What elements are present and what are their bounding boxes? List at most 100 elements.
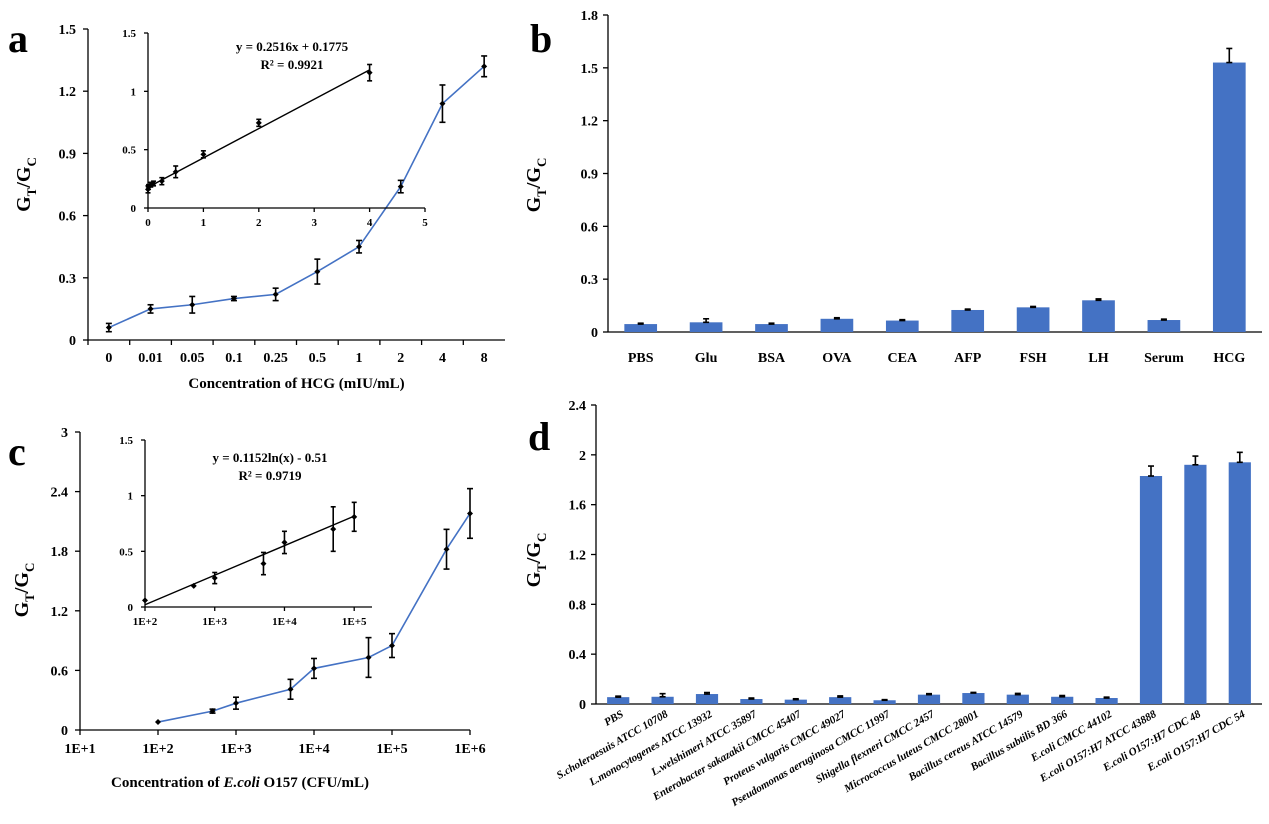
c-inset-xtick-label: 1E+4 — [272, 616, 297, 628]
c-xtick-label: 1E+5 — [376, 742, 407, 757]
a-ytick-label: 0.6 — [59, 210, 77, 225]
a-ytick-label: 0.9 — [59, 147, 77, 162]
a-inset-equation: y = 0.2516x + 0.1775 — [236, 39, 349, 54]
b-xtick-label: Glu — [695, 351, 718, 366]
b-bar — [951, 309, 985, 332]
d-y-title-part-1: T — [534, 563, 549, 572]
c-inset-fit-line — [144, 515, 355, 606]
a-xtick-label: 0.5 — [309, 351, 327, 366]
b-xtick-label: LH — [1088, 351, 1108, 366]
d-bar — [962, 693, 985, 704]
c-point — [365, 654, 372, 661]
a-point — [147, 305, 154, 312]
a-y-title-part-3: C — [24, 157, 39, 166]
c-inset-point — [330, 526, 337, 533]
d-bar — [740, 699, 763, 704]
d-error-bar — [748, 697, 755, 700]
b-bar — [820, 318, 854, 332]
a-xtick-label: 0.01 — [138, 351, 163, 366]
a-inset-point — [158, 178, 165, 185]
a-inset-xtick-label: 2 — [256, 217, 262, 229]
a-xtick-label: 0.1 — [225, 351, 243, 366]
b-error-bar — [899, 318, 906, 322]
d-bar — [695, 694, 719, 704]
b-error-bar — [964, 308, 971, 311]
d-ytick-label: 0 — [579, 698, 586, 713]
b-error-bar — [1030, 305, 1037, 309]
b-bar — [1016, 307, 1050, 332]
b-y-title-part-2: /G — [523, 167, 545, 190]
c-y-title: GT/GC — [11, 563, 37, 618]
d-y-title: GT/GC — [523, 533, 549, 588]
c-inset-point — [351, 513, 358, 520]
d-bar — [1228, 462, 1251, 704]
b-ytick-label: 0.9 — [581, 168, 599, 183]
d-error-bar — [1059, 694, 1066, 698]
b-xtick-label: BSA — [758, 351, 786, 366]
b-error-bar — [637, 322, 644, 325]
c-point — [467, 510, 473, 517]
b-bar — [1082, 300, 1115, 332]
d-error-bar — [837, 695, 844, 698]
a-point — [272, 291, 279, 298]
b-ytick-label: 1.2 — [581, 115, 599, 130]
d-bar — [829, 697, 852, 704]
c-inset-ytick-label: 1.5 — [119, 435, 133, 447]
a-y-title-part-2: /G — [13, 166, 35, 189]
b-error-bar — [833, 316, 840, 320]
d-error-bar — [1236, 451, 1243, 464]
a-inset-ytick-label: 0.5 — [122, 145, 136, 157]
c-inset-equation: y = 0.1152ln(x) - 0.51 — [212, 450, 327, 465]
c-y-title-part-1: T — [22, 593, 37, 602]
c-x-title-part-0: Concentration of — [111, 775, 224, 791]
chart-c: 0 0.6 1.2 1.8 2.4 3 1E+1 1E+2 1E+3 1E+4 1E+5 1E+6 Co… — [11, 426, 486, 791]
c-inset-xtick-label: 1E+5 — [342, 616, 367, 628]
a-xtick-label: 2 — [397, 351, 404, 366]
d-error-bar — [881, 698, 888, 702]
c-ytick-label: 0.6 — [51, 664, 69, 679]
c-point — [233, 700, 239, 707]
c-ytick-label: 0 — [61, 724, 68, 739]
d-xtick-label: PBS — [602, 708, 625, 728]
a-inset-r2: R² = 0.9921 — [261, 57, 324, 72]
b-error-bar — [1160, 318, 1167, 321]
b-y-title-part-1: T — [534, 188, 549, 197]
c-x-title-part-2: O157 (CFU/mL) — [260, 775, 369, 791]
a-y-title: GT/GC — [13, 157, 39, 212]
d-error-bar — [1014, 692, 1021, 696]
a-xtick-label: 0.05 — [180, 351, 205, 366]
b-error-bar — [1095, 298, 1102, 302]
a-inset-fit-line — [147, 69, 370, 188]
a-x-title: Concentration of HCG (mIU/mL) — [188, 376, 404, 392]
a-point — [314, 268, 321, 275]
b-bar — [1212, 62, 1246, 333]
c-point — [209, 708, 216, 715]
b-bar — [755, 324, 788, 332]
b-bar — [885, 320, 919, 332]
b-xtick-label: HCG — [1213, 351, 1245, 366]
d-ytick-label: 0.8 — [569, 598, 587, 613]
d-bar — [1139, 476, 1163, 704]
d-bar — [607, 697, 630, 704]
a-inset-xtick-label: 5 — [422, 217, 428, 229]
d-ytick-label: 1.6 — [569, 499, 587, 514]
a-point — [230, 295, 237, 302]
c-point — [443, 546, 450, 553]
c-inset-xtick-label: 1E+3 — [202, 616, 227, 628]
d-xtick-label-rest: O157:H7 CDC 54 — [1169, 708, 1248, 761]
a-inset-point — [255, 119, 262, 126]
d-bar — [917, 694, 941, 704]
a-inset-ytick-label: 0 — [131, 203, 137, 215]
c-inset-xtick-label: 1E+2 — [133, 616, 158, 628]
a-inset-ytick-label: 1 — [131, 86, 137, 98]
c-point — [311, 665, 317, 672]
c-x-title-part-1: E.coli — [223, 775, 261, 791]
d-error-bar — [1148, 465, 1154, 477]
a-xtick-label: 0.25 — [263, 351, 288, 366]
b-error-bar — [768, 322, 775, 325]
chart-b: 0 0.3 0.6 0.9 1.2 1.5 1.8 PBS Glu BSA OVA CEA AFP FSH… — [523, 9, 1262, 366]
a-inset: 0 0.5 1 1.5 0 1 2 3 4 5 y = 0.2516x + 0.1775 R² = 0… — [122, 28, 428, 229]
c-inset-r2: R² = 0.9719 — [239, 468, 302, 483]
b-xtick-label: Serum — [1144, 351, 1184, 366]
b-ytick-label: 0 — [591, 326, 598, 341]
